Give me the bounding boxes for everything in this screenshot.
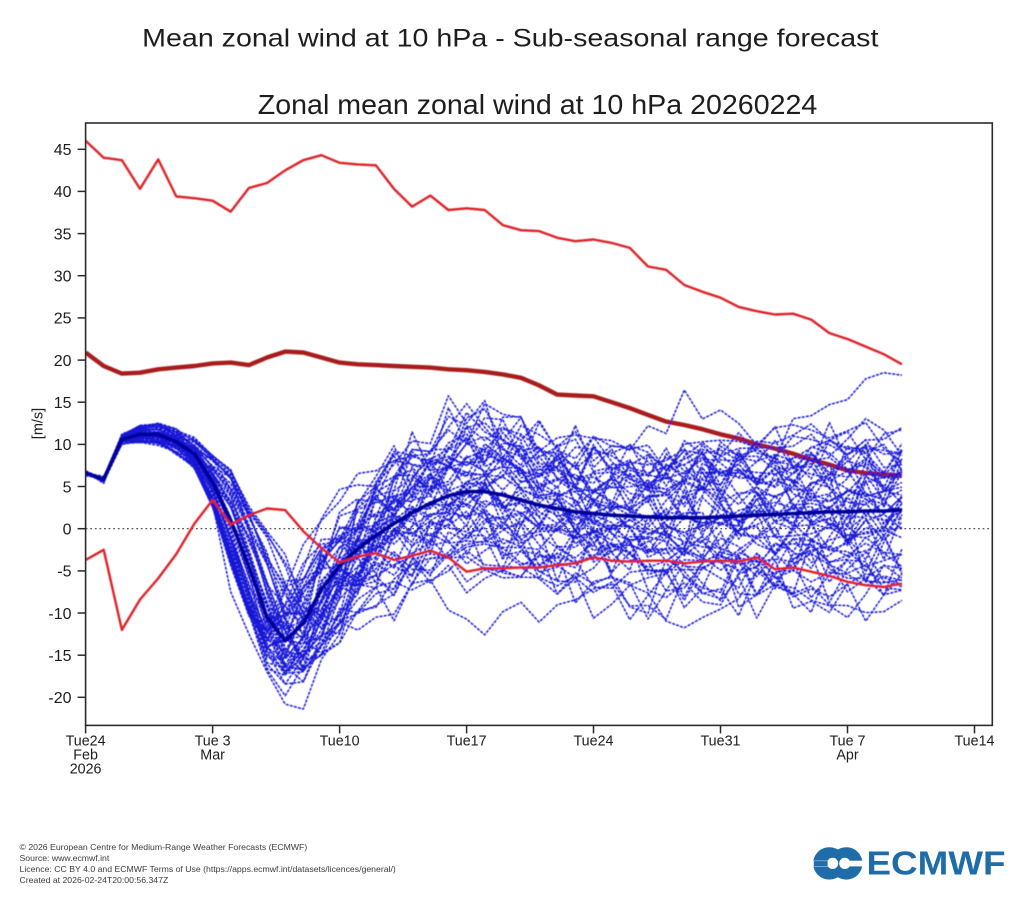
svg-text:Tue17: Tue17 bbox=[447, 734, 487, 750]
svg-text:40: 40 bbox=[54, 184, 72, 201]
svg-text:Source: www.ecmwf.int: Source: www.ecmwf.int bbox=[20, 853, 110, 863]
svg-text:15: 15 bbox=[54, 395, 72, 412]
svg-text:2026: 2026 bbox=[70, 762, 102, 778]
svg-text:Tue14: Tue14 bbox=[954, 734, 994, 750]
svg-text:Created at 2026-02-24T20:00:56: Created at 2026-02-24T20:00:56.347Z bbox=[20, 875, 169, 885]
svg-text:© 2026 European Centre for Med: © 2026 European Centre for Medium-Range … bbox=[20, 842, 308, 852]
svg-text:25: 25 bbox=[54, 311, 72, 328]
svg-text:Tue 7: Tue 7 bbox=[829, 734, 865, 750]
svg-text:-20: -20 bbox=[48, 690, 71, 707]
svg-text:Tue24: Tue24 bbox=[66, 734, 106, 750]
svg-text:Zonal mean zonal wind at 10 hP: Zonal mean zonal wind at 10 hPa 20260224 bbox=[258, 89, 818, 120]
svg-text:Tue24: Tue24 bbox=[573, 734, 613, 750]
svg-text:Tue31: Tue31 bbox=[700, 734, 740, 750]
svg-text:0: 0 bbox=[63, 522, 72, 539]
svg-text:Tue10: Tue10 bbox=[320, 734, 360, 750]
svg-text:-5: -5 bbox=[57, 564, 71, 581]
svg-text:45: 45 bbox=[54, 142, 72, 159]
svg-text:-15: -15 bbox=[48, 648, 71, 665]
svg-text:35: 35 bbox=[54, 226, 72, 243]
svg-text:ECMWF: ECMWF bbox=[867, 845, 1006, 882]
svg-text:Feb: Feb bbox=[73, 748, 98, 764]
svg-text:Mean zonal wind at 10 hPa - Su: Mean zonal wind at 10 hPa - Sub-seasonal… bbox=[142, 25, 878, 53]
svg-text:-10: -10 bbox=[48, 606, 71, 623]
svg-text:Licence: CC BY 4.0 and ECMWF T: Licence: CC BY 4.0 and ECMWF Terms of Us… bbox=[20, 864, 396, 874]
svg-text:Apr: Apr bbox=[836, 748, 858, 764]
svg-text:5: 5 bbox=[63, 479, 72, 496]
svg-text:10: 10 bbox=[54, 437, 72, 454]
svg-text:20: 20 bbox=[54, 353, 72, 370]
svg-text:Mar: Mar bbox=[200, 748, 225, 764]
svg-text:[m/s]: [m/s] bbox=[31, 408, 47, 439]
svg-text:Tue 3: Tue 3 bbox=[195, 734, 231, 750]
svg-text:30: 30 bbox=[54, 269, 72, 286]
